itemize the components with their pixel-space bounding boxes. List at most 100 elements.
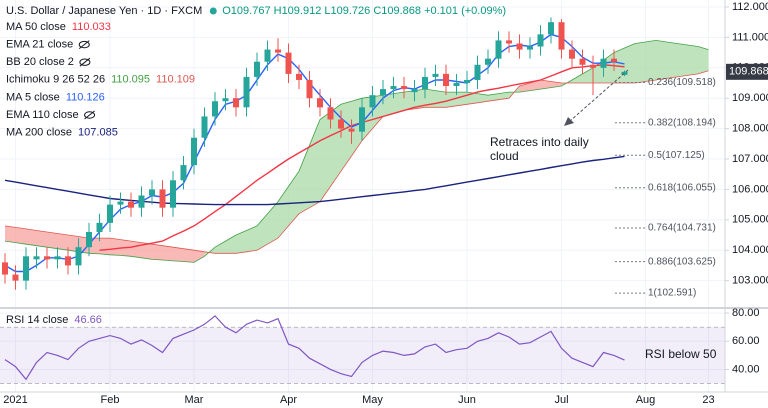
eye-icon xyxy=(78,40,90,49)
fib-label: 0.382(108.194) xyxy=(648,117,716,128)
cloud-segment xyxy=(624,43,635,84)
candle-body xyxy=(306,79,313,99)
candle-body xyxy=(159,189,166,208)
candle-body xyxy=(275,49,281,53)
cloud-segment xyxy=(299,145,310,214)
visibility-toggle[interactable] xyxy=(79,57,91,67)
cloud-segment xyxy=(320,111,331,202)
candle-body xyxy=(432,73,439,77)
annotation-arrow xyxy=(569,69,629,122)
candle-body xyxy=(359,107,365,132)
candle-body xyxy=(191,137,197,166)
candle-body xyxy=(579,58,586,65)
cloud-segment xyxy=(488,93,499,102)
fib-label: 0.236(109.518) xyxy=(648,77,716,88)
candle-body xyxy=(621,71,628,75)
cloud-segment xyxy=(257,213,268,251)
chart-title: U.S. Dollar / Japanese Yen · 1D · FXCM xyxy=(6,5,202,17)
x-tick-label: Jul xyxy=(554,394,568,406)
candle-body xyxy=(348,128,355,132)
candle-body xyxy=(422,76,428,90)
cloud-segment xyxy=(131,241,142,258)
visibility-toggle[interactable] xyxy=(78,40,90,49)
candle-body xyxy=(264,49,271,62)
indicator-value: 110.095 xyxy=(111,74,150,86)
cloud-segment xyxy=(162,245,173,261)
rsi-value: 46.66 xyxy=(74,314,102,326)
y-tick-label: 60.00 xyxy=(732,335,760,347)
x-tick-label: May xyxy=(362,394,383,406)
candle-body xyxy=(128,201,134,208)
fib-label: 1(102.591) xyxy=(648,288,696,299)
candle-body xyxy=(317,98,323,108)
fib-label: 0.886(103.625) xyxy=(648,256,716,267)
cloud-segment xyxy=(477,93,488,103)
eye-slash xyxy=(84,110,95,120)
candle-body xyxy=(495,40,502,59)
rsi-band xyxy=(0,327,725,384)
cloud-span-line xyxy=(4,39,709,263)
indicator-name: MA 5 close xyxy=(6,91,60,103)
candle-body xyxy=(537,34,544,47)
candle-body xyxy=(338,119,344,129)
y-tick-label: 40.00 xyxy=(732,363,760,375)
indicator-name: EMA 110 close xyxy=(6,109,79,121)
x-tick-label: 2021 xyxy=(3,394,27,406)
candle-body xyxy=(33,256,40,260)
cloud-segment xyxy=(183,248,194,263)
x-tick-label: 23 xyxy=(702,394,714,406)
indicator-value: 110.033 xyxy=(72,21,111,33)
candle-body xyxy=(180,165,187,181)
indicator-name: EMA 21 close xyxy=(6,39,73,51)
indicator-value: 110.126 xyxy=(66,91,105,103)
candle-body xyxy=(611,58,617,62)
candle-body xyxy=(558,22,565,50)
y-tick-label: 104.000 xyxy=(732,244,768,256)
cloud-segment xyxy=(246,225,257,252)
cloud-segment xyxy=(540,79,551,90)
eye-icon xyxy=(84,111,96,119)
cloud-segment xyxy=(498,92,509,100)
cloud-segment xyxy=(393,92,404,114)
candle-body xyxy=(453,83,460,87)
candle-body xyxy=(600,58,607,68)
indicator-value: 107.085 xyxy=(78,127,118,139)
y-tick-label: 112.000 xyxy=(732,1,768,13)
candle-body xyxy=(117,201,124,205)
candle-body xyxy=(296,73,302,80)
candle-body xyxy=(44,256,50,260)
candle-body xyxy=(485,58,491,65)
candle-body xyxy=(222,98,229,102)
candle-body xyxy=(149,189,155,196)
candle-body xyxy=(380,89,386,96)
y-tick-label: 80.00 xyxy=(732,307,760,319)
y-tick-label: 103.000 xyxy=(732,275,768,287)
candle-body xyxy=(548,22,554,35)
cloud-segment xyxy=(110,238,121,256)
cloud-segment xyxy=(698,46,709,74)
candle-body xyxy=(54,256,61,260)
candle-body xyxy=(516,43,523,50)
indicator-name: MA 50 close xyxy=(6,21,66,33)
candle-body xyxy=(401,86,407,90)
candle-body xyxy=(411,89,418,93)
cloud-segment xyxy=(173,247,184,262)
cloud-segment xyxy=(687,44,698,76)
plot-area xyxy=(0,17,725,384)
candle-body xyxy=(212,101,218,117)
candle-body xyxy=(474,64,481,80)
y-tick-label: 105.000 xyxy=(732,214,768,226)
annotation: cloud xyxy=(490,149,519,163)
visibility-toggle[interactable] xyxy=(84,110,96,120)
candle-body xyxy=(2,262,8,275)
cloud-segment xyxy=(267,201,278,245)
cloud-segment xyxy=(572,73,583,84)
candle-body xyxy=(107,204,113,223)
cloud-segment xyxy=(215,241,226,254)
ma-line xyxy=(4,155,625,206)
candle-body xyxy=(285,52,292,74)
cloud-segment xyxy=(5,225,16,243)
indicator-name: MA 200 close xyxy=(6,127,72,139)
fib-label: 0.5(107.125) xyxy=(648,150,705,161)
